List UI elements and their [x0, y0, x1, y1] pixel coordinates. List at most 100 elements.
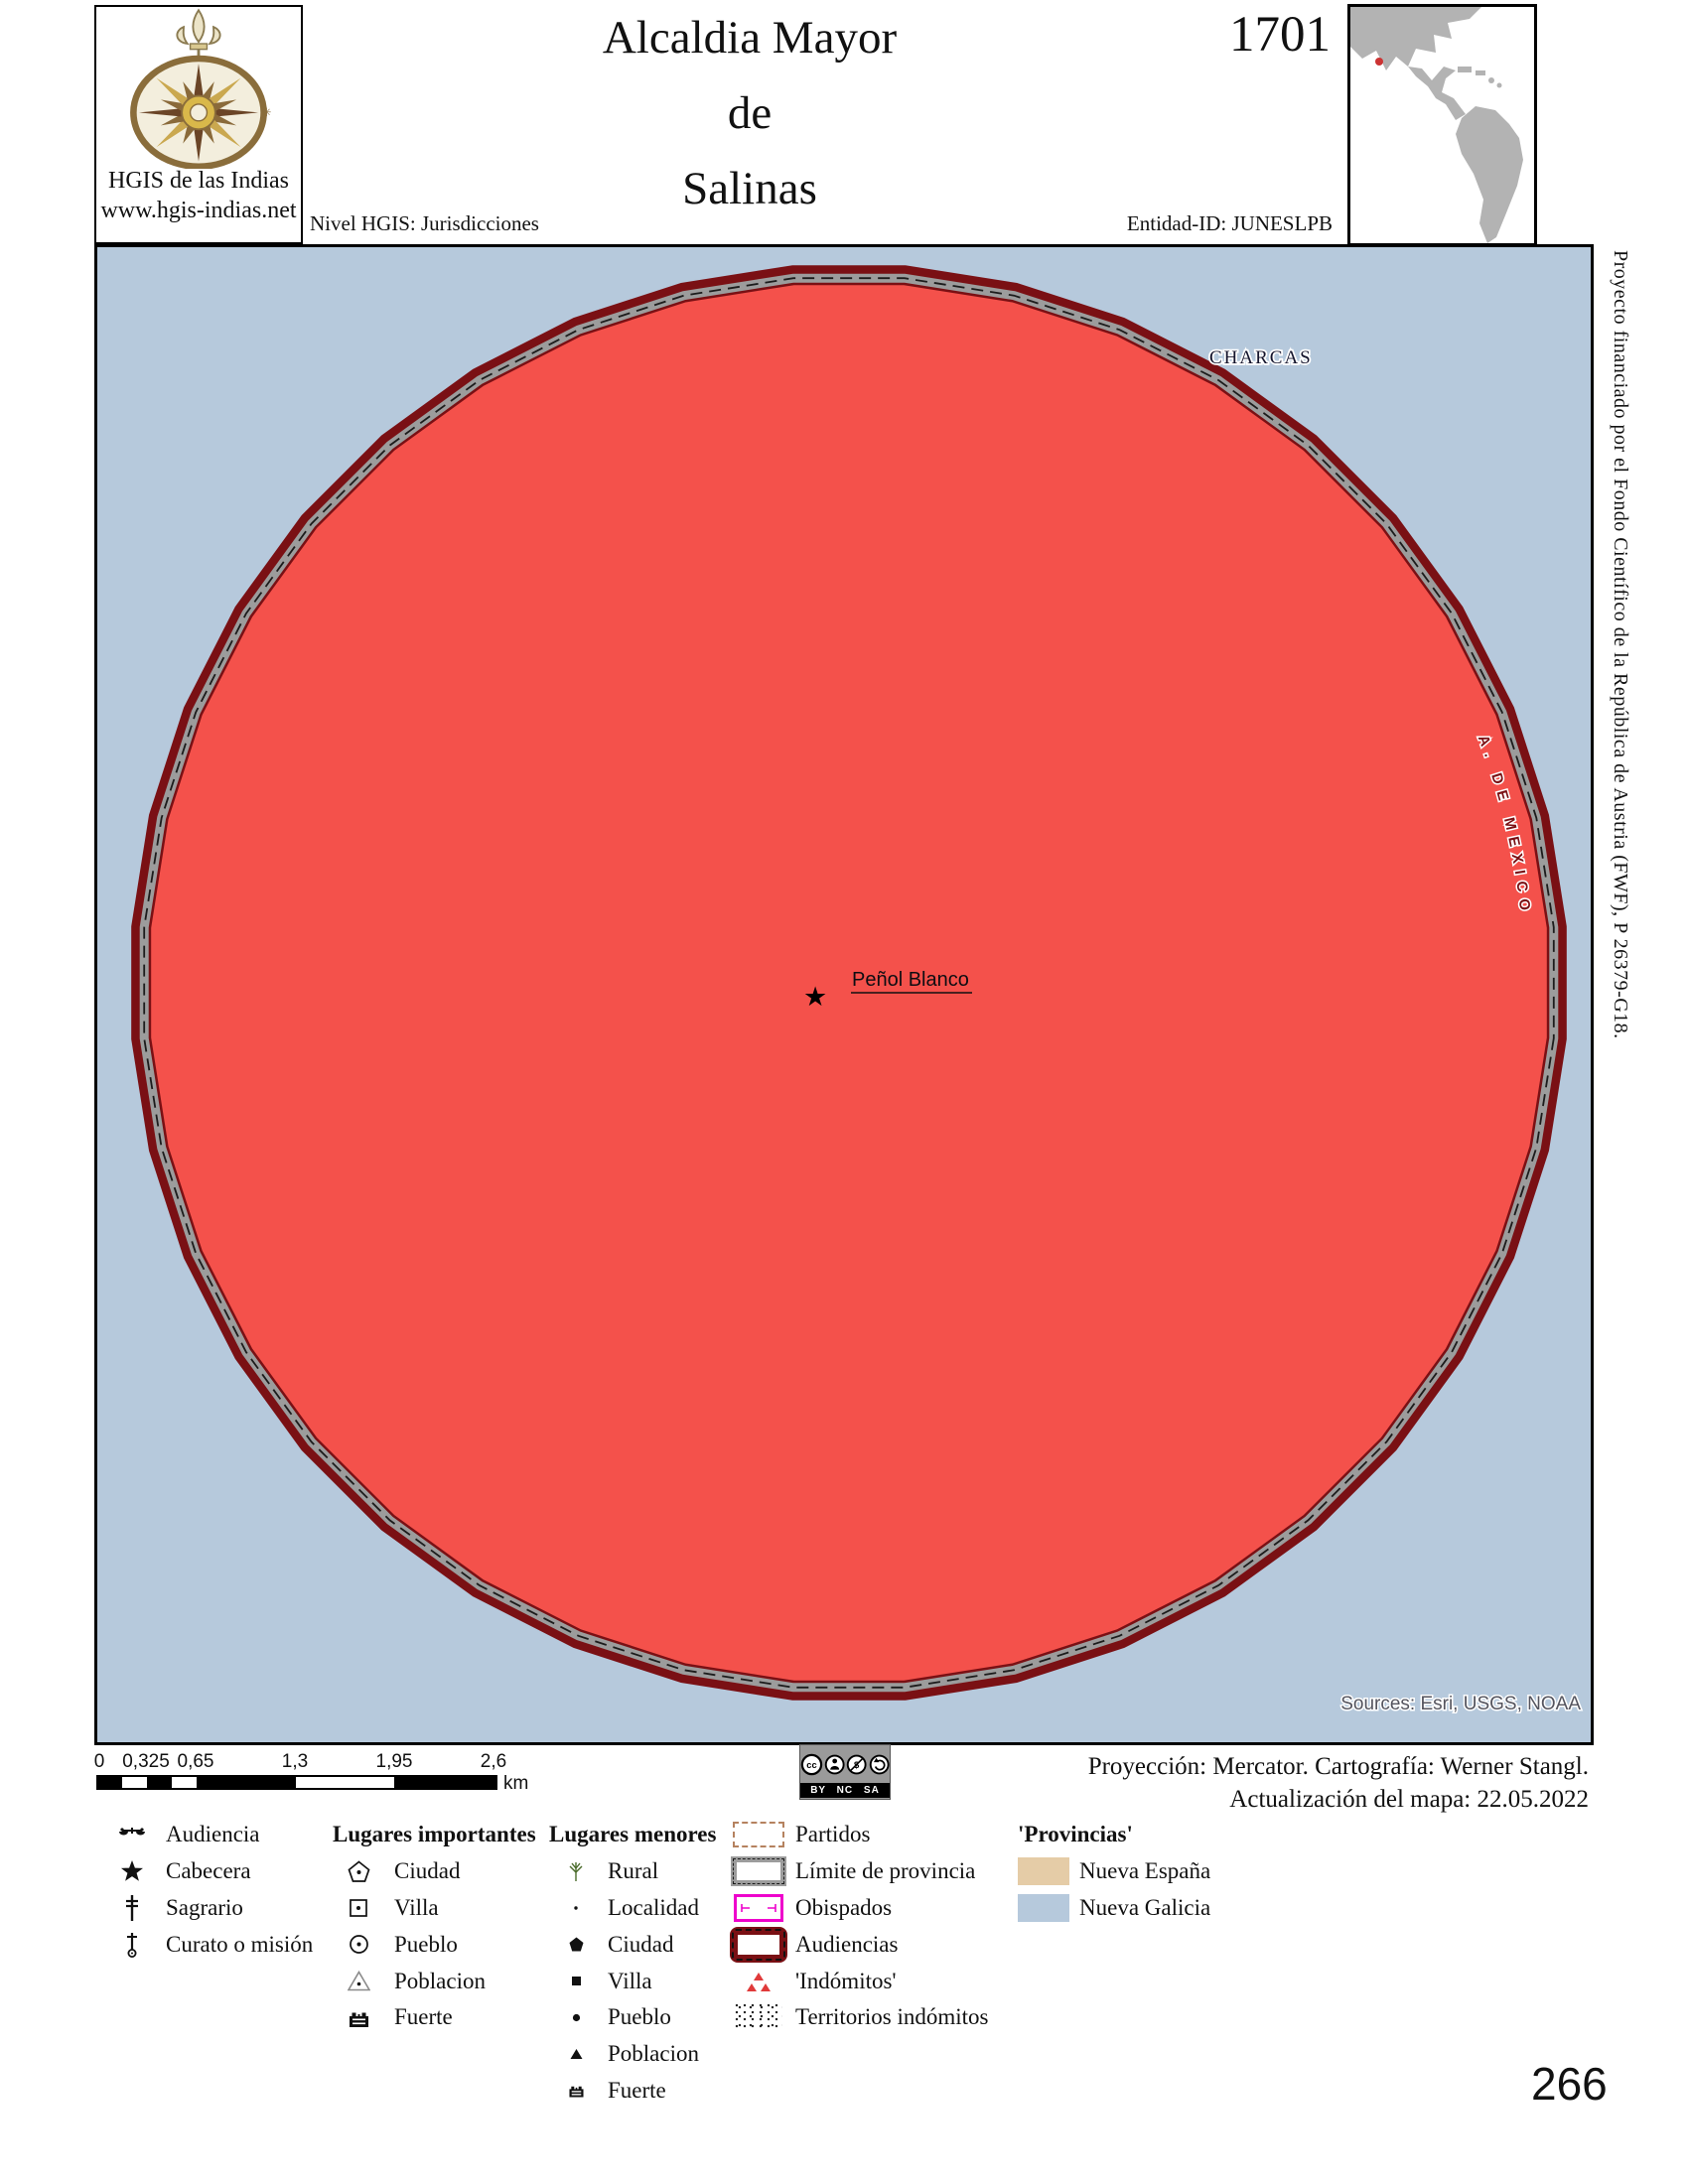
legend-item: 'Indómitos' — [728, 1963, 989, 1999]
scale-tick: 0,65 — [177, 1751, 214, 1772]
legend-item: Poblacion — [549, 2036, 716, 2073]
cabecera-star-icon: ★ — [803, 982, 827, 1013]
province-limit-swatch — [731, 1856, 786, 1887]
fort-icon — [333, 2006, 384, 2029]
fort-small-icon — [549, 2082, 603, 2099]
cc-license-badge: cc $ BY NC SA — [799, 1744, 891, 1800]
scale-bar: 0 0,325 0,65 1,3 1,95 2,6 km — [93, 1751, 652, 1799]
cabecera-label: Peñol Blanco — [852, 969, 969, 991]
legend-item: Audiencia — [114, 1817, 313, 1853]
logo-box: ✳ HGIS de las Indias www.hgis-indias.net — [94, 5, 303, 244]
logo-url: www.hgis-indias.net — [100, 198, 297, 223]
legend-header: 'Provincias' — [1018, 1822, 1133, 1847]
legend-item: Pueblo — [549, 1999, 716, 2036]
scale-tick: 0 — [93, 1751, 105, 1772]
cc-icon: cc — [800, 1753, 823, 1775]
nc-dollar-icon: $ — [847, 1754, 867, 1774]
locator-map — [1347, 4, 1537, 246]
legend-item: Territorios indómitos — [728, 1999, 989, 2036]
legend-item: Villa — [549, 1963, 716, 1999]
legend-header: Lugares menores — [549, 1822, 717, 1847]
update-date: Actualización del mapa: 22.05.2022 — [1229, 1786, 1589, 1813]
pentagon-dot-icon — [333, 1860, 384, 1883]
sa-arrow-icon — [869, 1754, 890, 1774]
square-filled-icon — [549, 1976, 603, 1986]
title-line-3: Salinas — [682, 163, 817, 214]
audiencias-swatch — [730, 1926, 787, 1963]
legend-col-important: Lugares importantes Ciudad Villa Pueblo — [333, 1817, 536, 2036]
entity-id-label: Entidad-ID: JUNESLPB — [1126, 211, 1333, 235]
legend-item: Curato o misión — [114, 1926, 313, 1963]
triangle-dot-icon — [333, 1971, 384, 1991]
svg-text:cc: cc — [806, 1759, 816, 1769]
scale-unit: km — [503, 1773, 529, 1794]
stipple-swatch — [735, 2003, 782, 2032]
attribution: Proyección: Mercator. Cartografía: Werne… — [894, 1750, 1589, 1816]
pentagon-filled-icon — [549, 1937, 603, 1952]
legend-item: Ciudad — [333, 1853, 536, 1890]
legend-item: Fuerte — [333, 1999, 536, 2036]
legend-header: Lugares importantes — [333, 1822, 536, 1847]
legend-item: Pueblo — [333, 1926, 536, 1963]
scale-bar-segments — [96, 1775, 497, 1790]
region-label-charcas: CHARCAS — [1209, 347, 1313, 368]
scale-tick: 2,6 — [480, 1751, 507, 1772]
nueva-espana-swatch — [1018, 1857, 1069, 1886]
legend: Audiencia Cabecera Sagrario — [94, 1817, 1623, 2144]
scale-tick: 1,3 — [281, 1751, 309, 1772]
main-map: A. DE MEXICO CHARCAS ★ Peñol Blanco Sour… — [94, 244, 1594, 1745]
scale-tick: 1,95 — [375, 1751, 413, 1772]
dot-filled-icon — [549, 2012, 603, 2023]
legend-col-boundaries: Partidos Límite de provincia Obispados A… — [728, 1817, 989, 2036]
projection-credit: Proyección: Mercator. Cartografía: Werne… — [1087, 1753, 1589, 1780]
circle-dot-icon — [333, 1934, 384, 1955]
legend-item: Nueva España — [1018, 1853, 1210, 1890]
scales-icon — [114, 1826, 150, 1843]
legend-item: Obispados — [728, 1890, 989, 1927]
compass-rose-icon: ✳ — [130, 8, 271, 171]
legend-col-minor: Lugares menores Rural Localidad Ciudad — [549, 1817, 716, 2109]
legend-item: Fuerte — [549, 2073, 716, 2110]
legend-item: Audiencias — [728, 1926, 989, 1963]
partidos-swatch — [733, 1822, 784, 1848]
cross-circle-icon — [114, 1931, 150, 1959]
square-dot-icon — [333, 1898, 384, 1918]
rural-sprout-icon — [549, 1860, 603, 1882]
indomitos-triangles-icon — [728, 1970, 789, 1993]
nueva-galicia-swatch — [1018, 1893, 1069, 1922]
sources-credit: Sources: Esri, USGS, NOAA — [1340, 1694, 1581, 1714]
legend-item: Localidad — [549, 1890, 716, 1927]
scale-tick: 0,325 — [122, 1751, 170, 1772]
map-year: 1701 — [1229, 7, 1331, 63]
svg-text:$: $ — [854, 1760, 860, 1771]
legend-item: Cabecera — [114, 1853, 313, 1890]
small-dot-icon — [549, 1904, 603, 1912]
triangle-filled-icon — [549, 2048, 603, 2060]
funding-note: Proyecto financiado por el Fondo Científ… — [1610, 250, 1631, 1039]
page-number: 266 — [1531, 2058, 1608, 2110]
title-line-2: de — [727, 87, 773, 139]
legend-item: Límite de provincia — [728, 1853, 989, 1890]
svg-text:✳: ✳ — [262, 107, 271, 119]
legend-col-general: Audiencia Cabecera Sagrario — [114, 1817, 313, 1963]
legend-item: Sagrario — [114, 1890, 313, 1927]
legend-item: Ciudad — [549, 1926, 716, 1963]
legend-col-provincias: 'Provincias' Nueva España Nueva Galicia — [1018, 1817, 1210, 1926]
boundary-dash-line — [143, 277, 1555, 1689]
legend-item: Partidos — [728, 1817, 989, 1853]
patriarchal-cross-icon — [114, 1894, 150, 1922]
obispados-swatch — [734, 1893, 783, 1922]
americas-silhouette — [1350, 7, 1523, 243]
cc-caption: BY NC SA — [800, 1783, 890, 1798]
title-line-1: Alcaldia Mayor — [602, 12, 898, 64]
by-person-icon — [824, 1754, 845, 1774]
legend-item: Poblacion — [333, 1963, 536, 1999]
page-title: Alcaldia Mayor de Salinas — [506, 0, 993, 226]
star-icon — [114, 1859, 150, 1883]
location-dot — [1375, 58, 1383, 66]
legend-item: Nueva Galicia — [1018, 1890, 1210, 1927]
hgis-level-label: Nivel HGIS: Jurisdicciones — [310, 211, 539, 235]
legend-item: Rural — [549, 1853, 716, 1890]
legend-item: Villa — [333, 1890, 536, 1927]
logo-title: HGIS de las Indias — [108, 168, 289, 194]
